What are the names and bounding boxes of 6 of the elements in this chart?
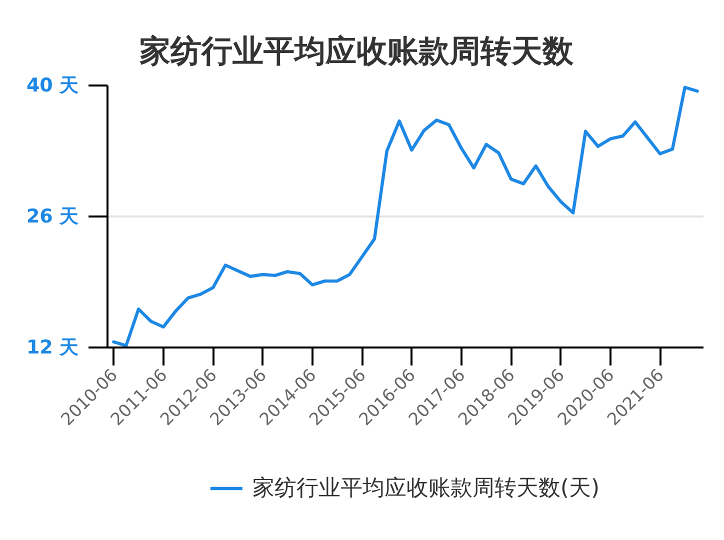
line-series bbox=[112, 86, 699, 348]
y-tick-label: 26 天 bbox=[26, 206, 79, 228]
legend-label: 家纺行业平均应收账款周转天数(天) bbox=[252, 475, 600, 503]
y-tick-label: 40 天 bbox=[26, 74, 79, 96]
chart-title: 家纺行业平均应收账款周转天数 bbox=[140, 34, 574, 70]
y-tick-label: 12 天 bbox=[26, 336, 79, 358]
